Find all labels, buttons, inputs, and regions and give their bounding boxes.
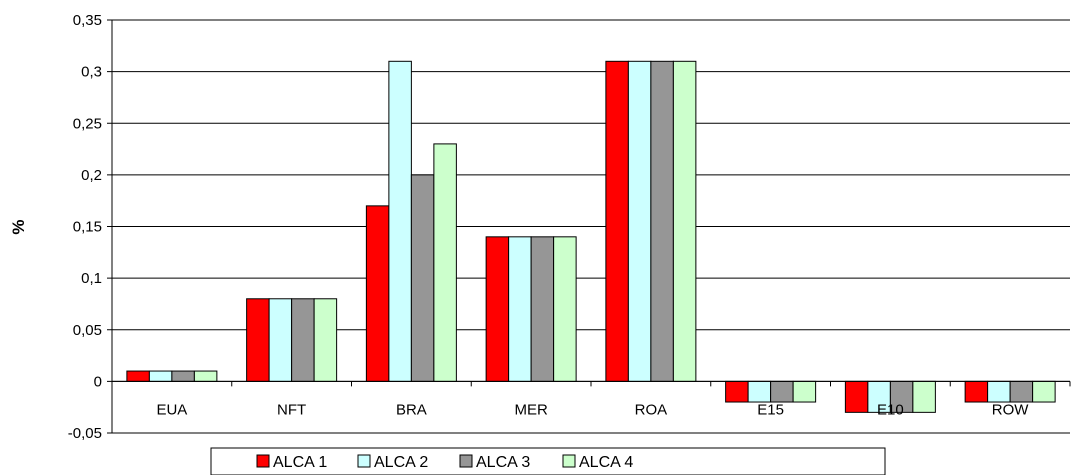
bar (148, 370, 173, 382)
category-label: MER (514, 401, 548, 418)
legend-swatch (357, 454, 371, 468)
category-labels: EUA NFT BRA MER ROA E15 E10 ROW (156, 401, 1029, 418)
bar (171, 370, 195, 382)
bar (433, 143, 457, 382)
legend-box (210, 447, 886, 475)
bar (193, 370, 218, 382)
y-tick-label: 0,25 (73, 115, 102, 132)
y-tick-label: 0,15 (73, 219, 102, 236)
bar (770, 380, 794, 403)
legend-label: ALCA 2 (374, 454, 428, 471)
y-tick-label: -0,05 (68, 425, 102, 442)
bar (792, 380, 817, 403)
category-label: ROA (635, 401, 668, 418)
bar (627, 60, 652, 382)
axes (111, 20, 1071, 433)
bar (126, 370, 150, 382)
bar (291, 298, 315, 382)
bar (987, 380, 1011, 403)
bar (605, 60, 629, 382)
y-tick-label: 0,1 (81, 270, 102, 287)
category-label: ROW (992, 401, 1030, 418)
bar (485, 236, 510, 382)
category-label: E10 (877, 401, 904, 418)
bar (1032, 380, 1056, 403)
bar (246, 298, 270, 382)
legend-label: ALCA 1 (273, 454, 327, 471)
legend-label: ALCA 3 (476, 454, 530, 471)
bar (508, 236, 532, 382)
bar (388, 60, 412, 382)
y-tick-label: 0,2 (81, 167, 102, 184)
bar (844, 380, 869, 413)
y-tick-labels: -0,05 0 0,05 0,1 0,15 0,2 0,25 0,3 0,35 (68, 12, 102, 442)
bar (313, 298, 338, 382)
bars (126, 60, 1056, 413)
legend-label: ALCA 4 (579, 454, 633, 471)
bar (964, 380, 989, 403)
category-label: E15 (757, 401, 784, 418)
legend-swatch (256, 454, 270, 468)
bar (650, 60, 674, 382)
category-label: EUA (156, 401, 187, 418)
category-label: NFT (277, 401, 306, 418)
y-tick-label: 0,35 (73, 12, 102, 29)
bar (410, 174, 435, 382)
bar (530, 236, 555, 382)
y-axis-title: % (9, 219, 28, 234)
bar (725, 380, 749, 403)
bar (553, 236, 577, 382)
legend-swatch (459, 454, 473, 468)
bar (1009, 380, 1034, 403)
y-tick-label: 0,05 (73, 322, 102, 339)
bar (365, 205, 390, 382)
bar (268, 298, 293, 382)
bar (672, 60, 697, 382)
y-tick-label: 0 (94, 373, 102, 390)
legend: ALCA 1 ALCA 2 ALCA 3 ALCA 4 (210, 447, 886, 475)
bar (912, 380, 936, 413)
category-label: BRA (396, 401, 427, 418)
y-tick-label: 0,3 (81, 64, 102, 81)
legend-swatch (562, 454, 576, 468)
bar (747, 380, 772, 403)
